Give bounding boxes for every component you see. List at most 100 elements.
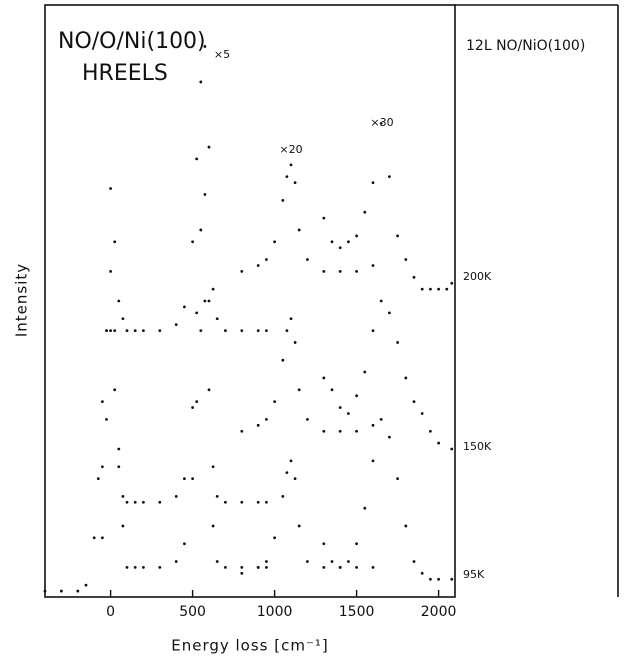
data-point bbox=[388, 175, 391, 179]
data-point bbox=[265, 258, 268, 261]
data-point bbox=[240, 429, 244, 433]
scale-annotation: ×30 bbox=[370, 116, 393, 129]
data-point bbox=[215, 317, 219, 321]
data-point bbox=[125, 566, 129, 569]
data-point bbox=[420, 287, 424, 291]
data-point bbox=[322, 429, 326, 433]
data-point bbox=[195, 157, 199, 161]
data-point bbox=[265, 329, 268, 332]
data-point bbox=[174, 560, 178, 563]
data-point bbox=[363, 370, 367, 374]
data-point bbox=[158, 500, 162, 504]
data-point bbox=[203, 45, 207, 48]
data-point bbox=[183, 542, 186, 546]
data-point bbox=[322, 270, 326, 273]
spectrum-label: 150K bbox=[463, 440, 492, 453]
data-point bbox=[199, 329, 203, 332]
data-point bbox=[43, 589, 47, 593]
data-point bbox=[105, 329, 108, 332]
data-point bbox=[322, 542, 326, 546]
data-point bbox=[113, 329, 117, 332]
data-point bbox=[113, 240, 117, 244]
data-point bbox=[273, 240, 276, 244]
data-point bbox=[371, 423, 375, 427]
data-point bbox=[347, 412, 350, 415]
data-point bbox=[240, 571, 244, 575]
data-point bbox=[199, 228, 203, 232]
data-point bbox=[211, 465, 215, 469]
data-point bbox=[105, 418, 108, 421]
data-point bbox=[330, 240, 334, 244]
scale-annotation: ×20 bbox=[279, 143, 302, 156]
data-point bbox=[285, 329, 289, 332]
data-point bbox=[191, 477, 195, 480]
data-point bbox=[429, 429, 432, 433]
data-point bbox=[289, 459, 293, 463]
data-point bbox=[445, 287, 449, 291]
data-point bbox=[113, 388, 117, 392]
data-point bbox=[207, 299, 211, 303]
data-point bbox=[183, 305, 186, 309]
data-point bbox=[371, 329, 375, 332]
data-point bbox=[338, 429, 342, 433]
side-title: 12L NO/NiO(100) bbox=[466, 38, 585, 54]
data-point bbox=[412, 275, 416, 279]
data-point bbox=[158, 329, 162, 332]
data-point bbox=[133, 500, 137, 504]
data-point bbox=[396, 477, 399, 480]
chart-subtitle: HREELS bbox=[82, 61, 168, 86]
data-point bbox=[396, 341, 399, 344]
data-point bbox=[195, 400, 199, 404]
data-point bbox=[265, 560, 268, 563]
data-point bbox=[121, 317, 125, 321]
data-point bbox=[109, 187, 112, 190]
data-point bbox=[265, 418, 268, 421]
data-point bbox=[293, 477, 297, 480]
data-point bbox=[224, 329, 227, 332]
data-point bbox=[306, 560, 309, 563]
data-point bbox=[338, 270, 342, 273]
data-point bbox=[388, 435, 391, 439]
data-point bbox=[256, 500, 260, 504]
data-point bbox=[240, 500, 244, 504]
data-point bbox=[142, 500, 145, 504]
x-tick-label: 1000 bbox=[257, 604, 293, 620]
data-point bbox=[355, 270, 358, 273]
plot-frame bbox=[44, 4, 456, 598]
data-point bbox=[404, 258, 408, 261]
data-point bbox=[60, 589, 63, 593]
data-point bbox=[273, 400, 276, 404]
data-point bbox=[211, 287, 215, 291]
x-tick-label: 2000 bbox=[421, 604, 457, 620]
data-point bbox=[379, 122, 383, 125]
data-point bbox=[322, 376, 326, 380]
data-point bbox=[84, 583, 88, 587]
data-point bbox=[322, 216, 326, 220]
data-point bbox=[330, 388, 334, 392]
data-point bbox=[101, 400, 104, 404]
data-point bbox=[207, 388, 211, 392]
data-point bbox=[404, 524, 408, 528]
data-point bbox=[195, 311, 199, 315]
data-point bbox=[142, 566, 145, 569]
data-point bbox=[174, 494, 178, 498]
data-point bbox=[420, 412, 424, 415]
data-point bbox=[450, 447, 454, 451]
data-point bbox=[297, 524, 301, 528]
data-point bbox=[355, 429, 358, 433]
data-point bbox=[101, 465, 104, 469]
data-point bbox=[215, 494, 219, 498]
chart-title: NO/O/Ni(100) bbox=[58, 29, 206, 54]
data-point bbox=[199, 80, 203, 84]
data-point bbox=[297, 388, 301, 392]
data-point bbox=[338, 246, 342, 250]
data-point bbox=[142, 329, 145, 332]
data-point bbox=[133, 329, 137, 332]
data-point bbox=[371, 264, 375, 267]
data-point bbox=[285, 471, 289, 475]
data-point bbox=[265, 500, 268, 504]
data-point bbox=[347, 560, 350, 563]
data-point bbox=[429, 287, 432, 291]
data-point bbox=[109, 329, 112, 332]
data-point bbox=[256, 264, 260, 267]
